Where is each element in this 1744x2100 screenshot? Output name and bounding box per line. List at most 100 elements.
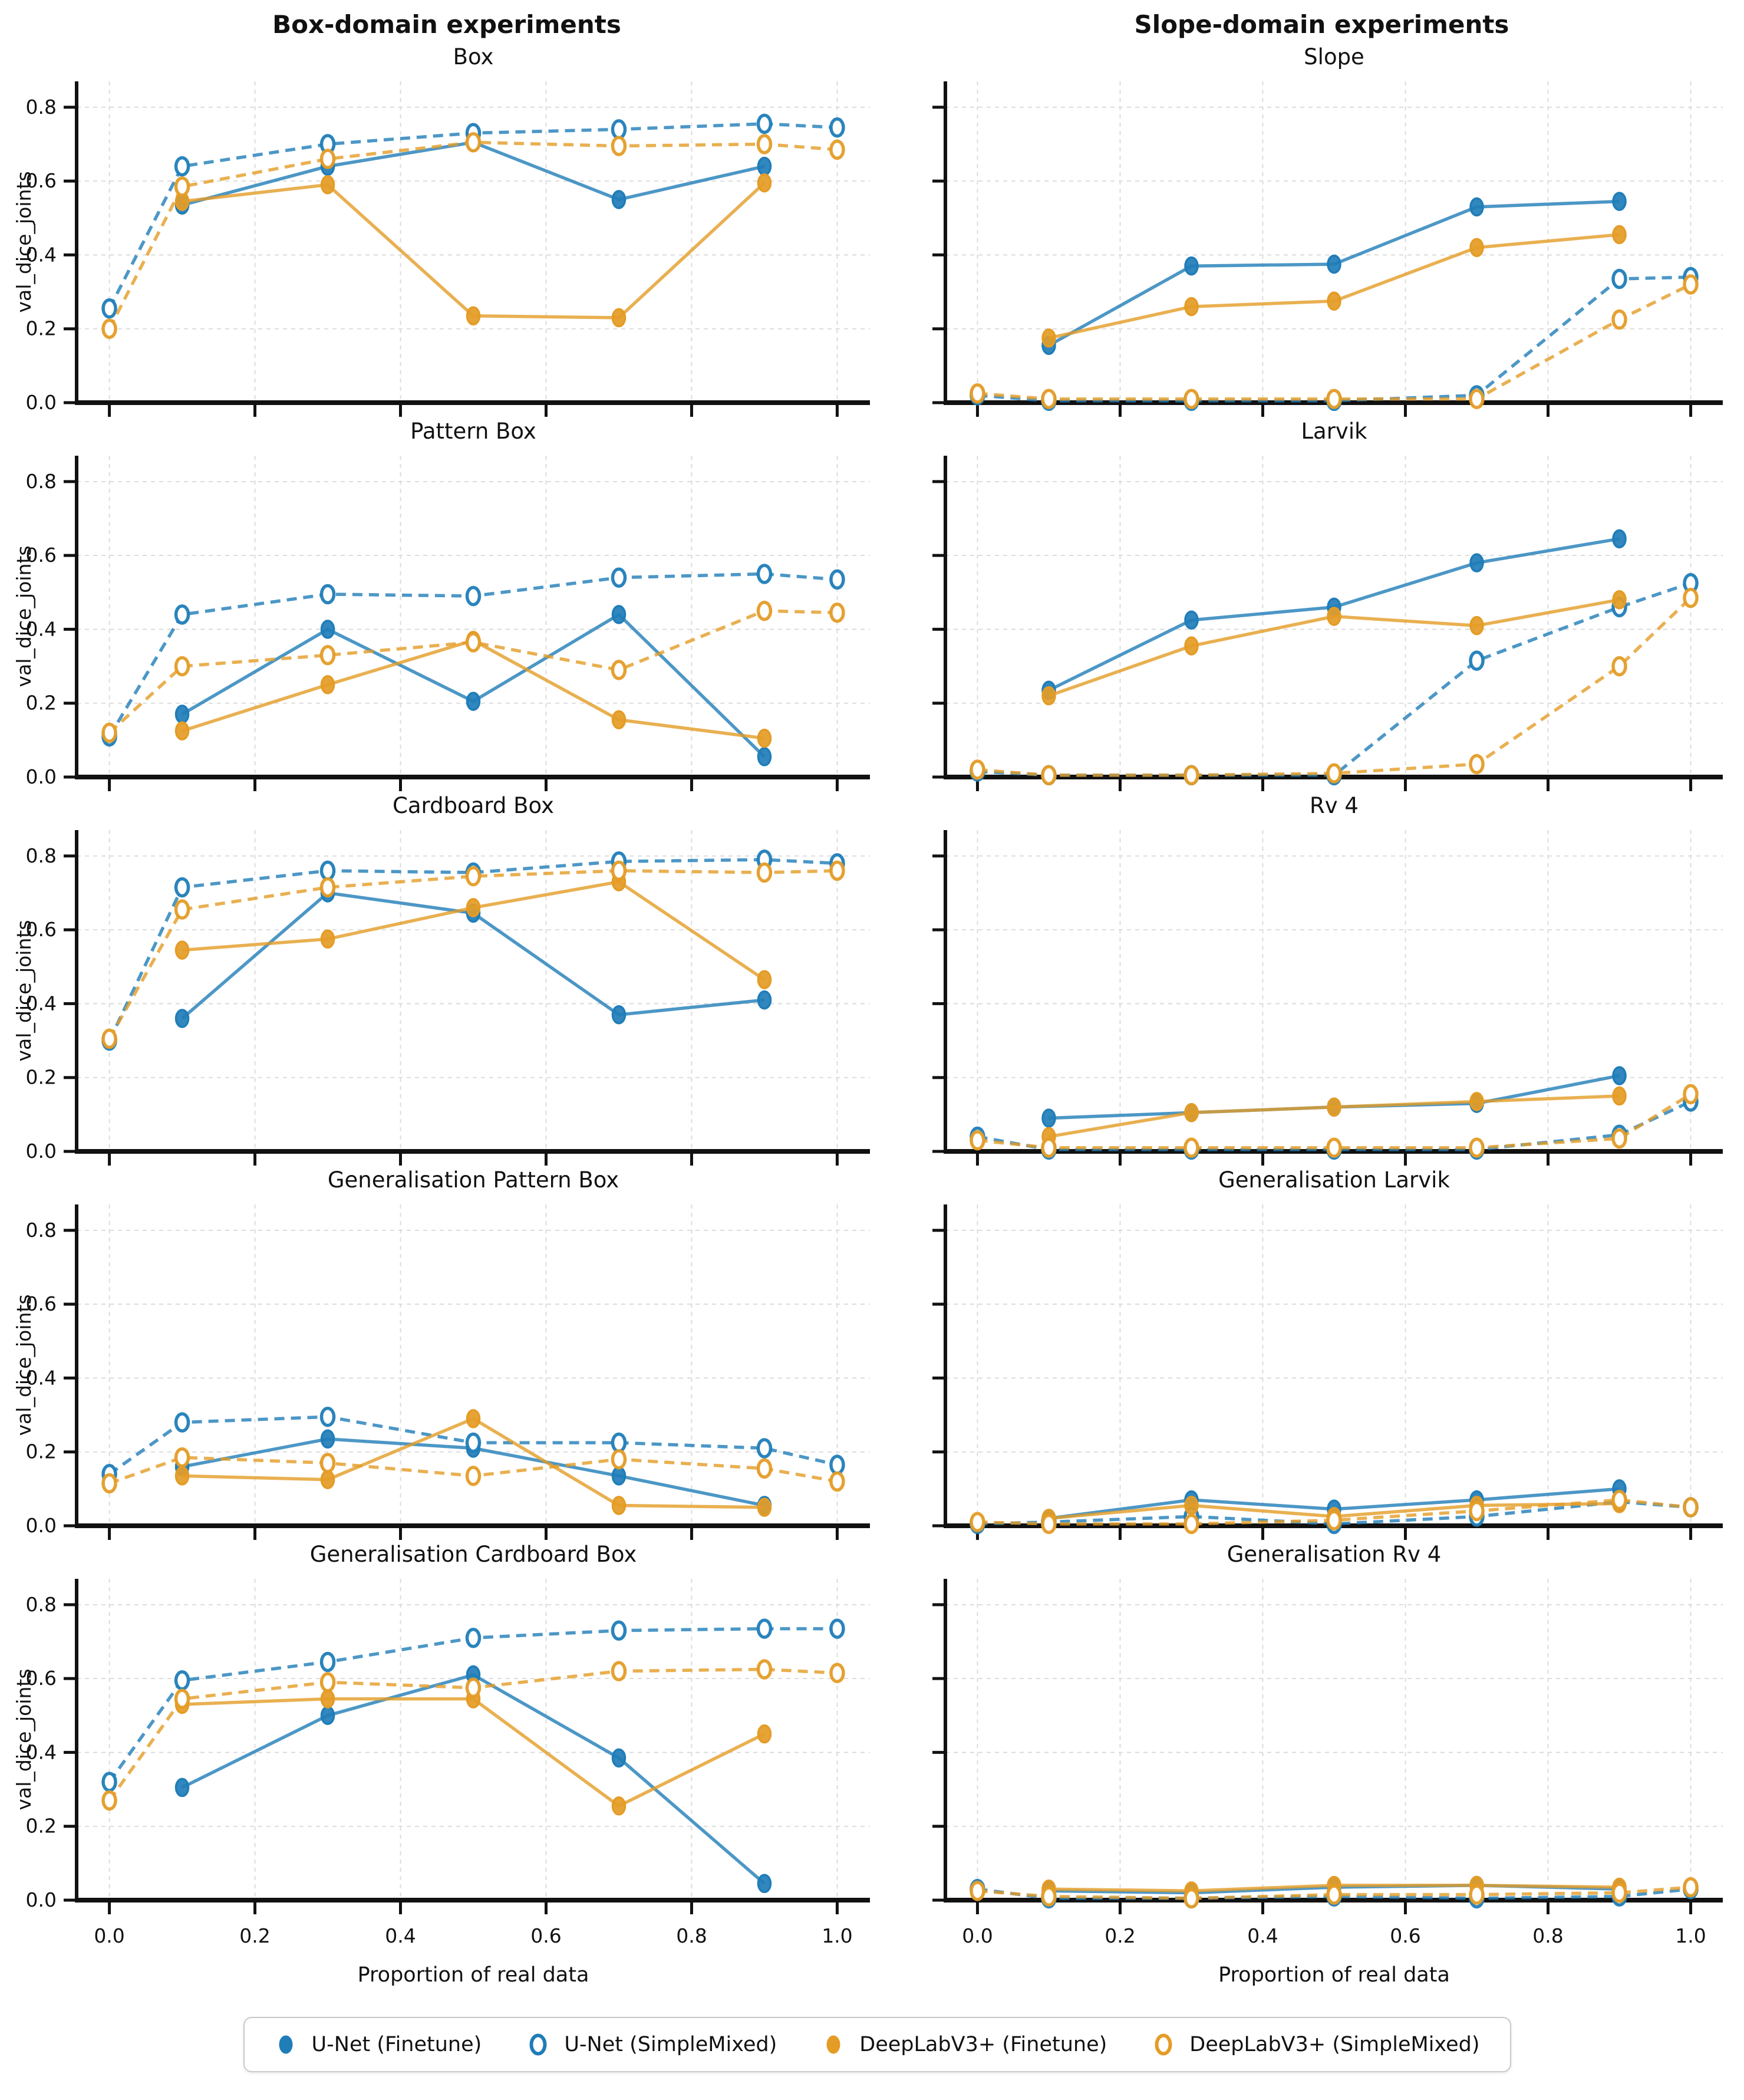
- data-point-dlv3_sm: [1041, 1886, 1057, 1907]
- chart-cardboard-box: 0.0 0.2 0.4 0.6 0.8 val_dice_joints: [12, 830, 870, 1166]
- chart-cell-generalisation-pattern-box: Generalisation Pattern Box 0.0 0.2 0.4 0.6 0.…: [11, 1166, 883, 1540]
- y-tick-label: 0.4: [26, 1740, 57, 1763]
- y-tick-label: 0.4: [26, 1366, 57, 1389]
- data-point-unet_ft: [1469, 197, 1484, 217]
- x-tick-label: 0.8: [676, 1924, 707, 1947]
- chart-title-rv-4: Rv 4: [1310, 793, 1359, 818]
- y-tick-label: 0.6: [26, 1292, 57, 1315]
- data-point-unet_ft: [611, 605, 627, 624]
- data-point-dlv3_sm: [1683, 1497, 1699, 1518]
- data-point-dlv3_sm: [1041, 1137, 1057, 1158]
- data-point-dlv3_ft: [174, 721, 190, 740]
- y-tick-label: 0.4: [26, 992, 57, 1015]
- x-tick-label: 0.4: [1247, 1924, 1278, 1947]
- data-point-dlv3_ft: [611, 1496, 627, 1515]
- legend-label: DeepLabV3+ (SimpleMixed): [1189, 2033, 1480, 2056]
- data-point-dlv3_sm: [1611, 309, 1627, 330]
- data-point-dlv3_ft: [466, 306, 481, 326]
- y-tick-label: 0.2: [26, 692, 57, 715]
- data-point-dlv3_sm: [465, 632, 482, 653]
- data-point-unet_ft: [611, 1466, 627, 1486]
- y-tick-label: 0.2: [26, 317, 57, 340]
- data-point-unet_sm: [465, 585, 482, 607]
- chart-cell-rv-4: Rv 4: [908, 791, 1736, 1166]
- data-point-unet_sm: [174, 604, 190, 625]
- data-point-dlv3_sm: [1183, 1137, 1199, 1158]
- chart-slope: [932, 81, 1723, 417]
- y-tick-label: 0.6: [26, 918, 57, 941]
- data-point-unet_ft: [611, 190, 627, 209]
- data-point-dlv3_sm: [829, 602, 845, 623]
- data-point-unet_ft: [320, 1706, 335, 1726]
- series-line-dlv3_sm: [108, 140, 838, 330]
- data-point-dlv3_sm: [319, 1672, 336, 1693]
- data-point-unet_ft: [466, 692, 481, 711]
- legend-item-unet_sm: U-Net (SimpleMixed): [528, 2031, 777, 2058]
- chart-title-generalisation-pattern-box: Generalisation Pattern Box: [327, 1167, 619, 1193]
- data-point-dlv3_sm: [611, 660, 627, 680]
- y-tick-label: 0.6: [26, 169, 57, 192]
- data-point-unet_ft: [1612, 1066, 1627, 1085]
- y-tick-label: 0.2: [26, 1066, 57, 1089]
- data-point-unet_sm: [756, 113, 773, 134]
- data-point-dlv3_ft: [466, 898, 481, 917]
- x-tick-label: 1.0: [822, 1924, 852, 1947]
- data-point-dlv3_ft: [611, 710, 627, 730]
- data-point-dlv3_sm: [756, 1458, 773, 1479]
- data-point-dlv3_ft: [1041, 686, 1056, 706]
- data-point-dlv3_sm: [970, 1512, 985, 1532]
- legend-item-unet_ft: U-Net (Finetune): [275, 2031, 482, 2058]
- data-point-dlv3_ft: [1184, 1102, 1199, 1123]
- data-point-unet_ft: [757, 747, 772, 766]
- y-axis-label: val_dice_joints: [12, 920, 35, 1061]
- chart-generalisation-pattern-box: 0.0 0.2 0.4 0.6 0.8 val_dice_joints: [12, 1204, 870, 1540]
- data-point-unet_ft: [1469, 553, 1484, 572]
- data-point-dlv3_sm: [1326, 1884, 1342, 1905]
- data-point-unet_ft: [757, 1874, 772, 1894]
- data-point-dlv3_ft: [1041, 328, 1056, 348]
- y-tick-label: 0.8: [26, 1593, 57, 1616]
- chart-cell-cardboard-box: Cardboard Box 0.0 0.2 0.4 0.6 0.8 val_dice_joi…: [11, 791, 883, 1166]
- data-point-dlv3_sm: [101, 1790, 117, 1811]
- data-point-dlv3_ft: [466, 1409, 481, 1428]
- data-point-dlv3_sm: [1683, 274, 1699, 295]
- chart-title-box: Box: [453, 44, 494, 70]
- data-point-dlv3_sm: [1469, 753, 1485, 775]
- data-point-dlv3_sm: [1326, 389, 1342, 409]
- data-point-dlv3_ft: [1184, 1496, 1199, 1515]
- legend-label: U-Net (SimpleMixed): [564, 2033, 777, 2056]
- data-point-unet_ft: [757, 156, 772, 176]
- data-point-dlv3_sm: [1469, 1500, 1485, 1522]
- data-point-dlv3_sm: [174, 1447, 190, 1468]
- data-point-unet_sm: [611, 567, 627, 588]
- chart-cell-generalisation-cardboard-box: Generalisation Cardboard Box 0.0 0.2 0.4 0.6…: [11, 1540, 883, 2002]
- data-point-dlv3_sm: [970, 383, 985, 404]
- x-axis-label: Proportion of real data: [358, 1963, 589, 1987]
- data-point-unet_ft: [1612, 529, 1627, 549]
- data-point-unet_ft: [1184, 610, 1199, 630]
- data-point-dlv3_sm: [101, 1473, 117, 1494]
- data-point-unet_ft: [611, 1005, 627, 1025]
- data-point-unet_sm: [756, 564, 773, 584]
- data-point-dlv3_ft: [611, 308, 627, 328]
- y-tick-label: 0.4: [26, 617, 57, 640]
- data-point-dlv3_sm: [829, 1663, 845, 1683]
- open-circle-icon: [1155, 2033, 1172, 2056]
- y-tick-label: 0.6: [26, 544, 57, 567]
- data-point-unet_ft: [174, 1009, 190, 1028]
- chart-cell-slope: Slope: [908, 42, 1736, 417]
- series-line-dlv3_ft: [182, 182, 766, 320]
- x-tick-label: 0.8: [1532, 1924, 1563, 1947]
- data-point-unet_sm: [101, 1772, 117, 1792]
- data-point-dlv3_sm: [829, 139, 845, 160]
- data-point-dlv3_sm: [970, 1881, 985, 1901]
- data-point-unet_ft: [174, 1778, 190, 1798]
- chart-generalisation-rv-4: 0.0 0.2 0.4 0.6 0.8 1.0 Proportion of real dat…: [932, 1579, 1723, 1987]
- data-point-unet_sm: [1469, 650, 1485, 671]
- legend-label: DeepLabV3+ (Finetune): [859, 2033, 1107, 2056]
- data-point-dlv3_ft: [757, 1724, 772, 1744]
- data-point-dlv3_sm: [756, 862, 773, 883]
- y-axis-label: val_dice_joints: [12, 545, 35, 687]
- data-point-unet_sm: [829, 117, 845, 138]
- data-point-dlv3_ft: [320, 929, 335, 949]
